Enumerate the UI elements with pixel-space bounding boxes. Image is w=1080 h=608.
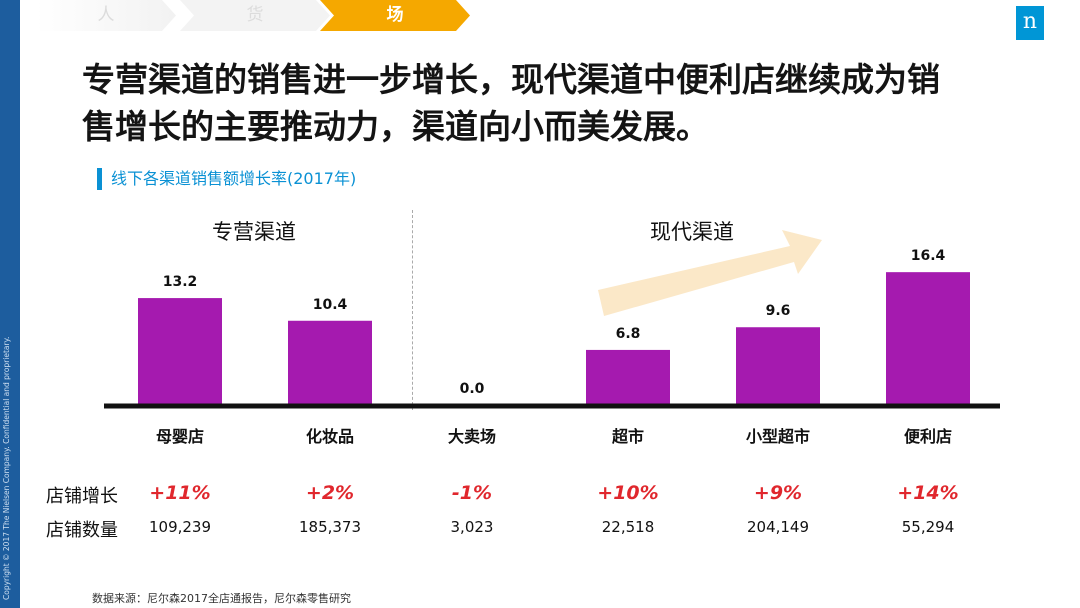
- bar-value-label-3: 0.0: [460, 381, 485, 397]
- store-count-value-2: 185,373: [298, 518, 362, 536]
- nielsen-logo: n: [1016, 6, 1044, 40]
- store-count-value-1: 109,239: [148, 518, 212, 536]
- store-count-value-3: 3,023: [450, 518, 494, 536]
- store-growth-label: 店铺增长: [46, 486, 118, 507]
- store-growth-value-4: +10%: [597, 482, 659, 504]
- step-goods[interactable]: 货: [180, 0, 330, 31]
- store-count-value-4: 22,518: [601, 518, 655, 536]
- store-count-value-6: 55,294: [901, 518, 955, 536]
- bar-1: [138, 298, 222, 405]
- bar-value-label-4: 6.8: [616, 326, 641, 342]
- chart-title: 线下各渠道销售额增长率(2017年): [111, 169, 357, 188]
- category-label-5: 小型超市: [746, 427, 810, 446]
- store-growth-value-1: +11%: [149, 482, 211, 504]
- store-growth-value-3: -1%: [451, 482, 493, 504]
- category-label-4: 超市: [611, 427, 644, 446]
- group-divider: [412, 210, 413, 410]
- category-label-2: 化妆品: [306, 427, 354, 446]
- store-growth-value-2: +2%: [305, 482, 355, 504]
- bar-4: [586, 349, 670, 405]
- page-headline: 专营渠道的销售进一步增长，现代渠道中便利店继续成为销 售增长的主要推动力，渠道向…: [82, 56, 1042, 150]
- group-label-specialty: 专营渠道: [212, 220, 296, 244]
- bar-value-label-1: 13.2: [163, 274, 198, 290]
- category-label-3: 大卖场: [448, 427, 496, 446]
- bar-2: [288, 320, 372, 405]
- data-source: 数据来源：尼尔森2017全店通报告，尼尔森零售研究: [92, 592, 351, 605]
- step-place[interactable]: 场: [320, 0, 470, 31]
- headline-line-1: 专营渠道的销售进一步增长，现代渠道中便利店继续成为销: [82, 60, 940, 99]
- store-growth-value-5: +9%: [753, 482, 803, 504]
- store-growth-value-6: +14%: [897, 482, 959, 504]
- store-count-label: 店铺数量: [46, 520, 118, 541]
- category-label-6: 便利店: [904, 427, 952, 446]
- bar-value-label-6: 16.4: [911, 248, 946, 264]
- subtitle-accent-bar: [97, 168, 102, 190]
- step-people[interactable]: 人: [36, 0, 176, 31]
- store-count-value-5: 204,149: [746, 518, 810, 536]
- sidebar: Copyright © 2017 The Nielsen Company. Co…: [0, 0, 20, 608]
- group-label-modern: 现代渠道: [650, 220, 734, 244]
- trend-arrow-icon: [598, 230, 822, 316]
- step-navigation: 人 货 场: [36, 0, 476, 31]
- bar-6: [886, 272, 970, 405]
- category-label-1: 母婴店: [156, 427, 204, 446]
- headline-line-2: 售增长的主要推动力，渠道向小而美发展。: [82, 107, 709, 146]
- bar-value-label-5: 9.6: [766, 303, 791, 319]
- bar-value-label-2: 10.4: [313, 297, 348, 313]
- bar-5: [736, 327, 820, 405]
